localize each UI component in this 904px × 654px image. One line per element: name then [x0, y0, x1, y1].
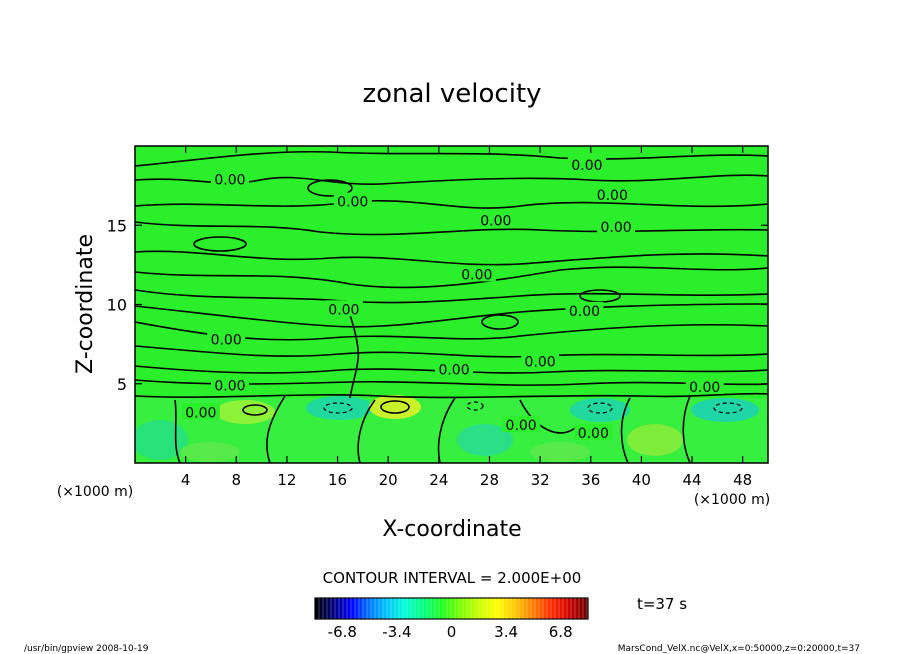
contour-label: 0.00: [337, 194, 368, 210]
contour-label: 0.00: [506, 418, 537, 434]
x-tick-label: 44: [682, 471, 701, 489]
contour-label-bg: [565, 301, 604, 318]
field-patches: [135, 395, 768, 463]
contour-label-bg: [207, 330, 246, 347]
negative-contours: [323, 401, 743, 414]
contour-label-bg: [521, 352, 560, 369]
x-tick-label: 36: [581, 471, 600, 489]
colorbar-ticks: -6.8 -3.4 0 3.4 6.8: [328, 623, 573, 641]
colorbar-gradient: [314, 597, 589, 620]
contour-label-bg: [457, 265, 496, 282]
contour-label: 0.00: [597, 188, 628, 204]
contour-label: 0.00: [689, 380, 720, 396]
y-tick-label: 10: [107, 296, 127, 315]
x-tick-label: 12: [277, 471, 296, 489]
y-axis-ticks: 5 10 15: [107, 216, 768, 394]
contour-label: 0.00: [214, 378, 245, 394]
x-axis-label: X-coordinate: [382, 517, 521, 542]
colorbar-tick-label: -3.4: [382, 623, 411, 641]
y-tick-label: 5: [117, 375, 127, 394]
contour-label-bg: [333, 192, 372, 209]
colorbar-tick-label: -6.8: [328, 623, 357, 641]
x-tick-label: 8: [232, 471, 242, 489]
x-tick-label: 32: [531, 471, 550, 489]
contour-label-bg: [567, 156, 606, 173]
colorbar-tick-label: 6.8: [549, 623, 573, 641]
contour-label: 0.00: [571, 158, 602, 174]
x-tick-label: 16: [328, 471, 347, 489]
contour-label-bg: [597, 217, 636, 234]
colorbar-tick-label: 3.4: [494, 623, 518, 641]
contour-label: 0.00: [328, 302, 359, 318]
x-tick-label: 24: [429, 471, 448, 489]
y-axis-label: Z-coordinate: [73, 234, 98, 374]
colorbar-tick-label: 0: [447, 623, 457, 641]
contour-label-bg: [210, 376, 249, 393]
contour-label-group: 0.00 0.00 0.00 0.00 0.00 0.00 0.00 0.00 0.00 0.00…: [181, 156, 724, 442]
contour-label: 0.00: [480, 213, 511, 229]
plot-area: 0.00 0.00 0.00 0.00 0.00 0.00 0.00 0.00 0.00 0.00…: [134, 145, 769, 464]
x-unit-right: (×1000 m): [694, 492, 770, 508]
chart-title: zonal velocity: [362, 79, 541, 109]
contour-label-bg: [210, 170, 249, 187]
colorbar: -6.8 -3.4 0 3.4 6.8: [314, 597, 589, 641]
contour-label-bg: [324, 300, 363, 317]
footer-left: /usr/bin/gpview 2008-10-19: [24, 644, 149, 654]
contour-label: 0.00: [525, 355, 556, 371]
x-tick-label: 4: [181, 471, 191, 489]
x-unit-left: (×1000 m): [57, 484, 133, 500]
x-axis-ticks: 4 8 12 16 20 24 28 32 36 40 44 48: [181, 146, 752, 489]
y-tick-label: 15: [107, 216, 127, 235]
contour-label-bg: [181, 403, 220, 420]
contour-label-bg: [476, 211, 515, 228]
contour-label-bg: [574, 423, 613, 440]
contour-label: 0.00: [438, 362, 469, 378]
contour-label: 0.00: [211, 332, 242, 348]
contour-label: 0.00: [600, 220, 631, 236]
contour-label: 0.00: [185, 405, 216, 421]
contour-label: 0.00: [461, 267, 492, 283]
x-tick-label: 28: [480, 471, 499, 489]
x-tick-label: 40: [632, 471, 651, 489]
contour-label-bg: [685, 377, 724, 394]
contour-label-bg: [502, 415, 541, 432]
time-label: t=37 s: [637, 595, 687, 613]
contour-label-bg: [593, 186, 632, 203]
contour-lines: [135, 150, 768, 463]
contour-label-bg: [435, 360, 474, 377]
colorbar-stripes: [318, 598, 588, 619]
x-tick-label: 20: [379, 471, 398, 489]
footer-right: MarsCond_VelX.nc@VelX,x=0:50000,z=0:2000…: [618, 644, 860, 654]
contour-label: 0.00: [214, 172, 245, 188]
contour-label: 0.00: [569, 304, 600, 320]
contour-label: 0.00: [578, 426, 609, 442]
x-tick-label: 48: [733, 471, 752, 489]
contour-interval-text: CONTOUR INTERVAL = 2.000E+00: [323, 569, 582, 587]
